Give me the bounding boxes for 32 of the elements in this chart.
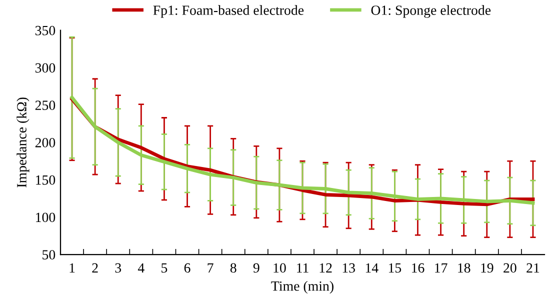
- x-tick-label: 18: [458, 263, 470, 273]
- x-tick-label: 5: [162, 263, 168, 273]
- y-tick-label: 50: [42, 250, 56, 260]
- x-tick-label: 2: [92, 263, 98, 272]
- x-tick-label: 4: [138, 263, 144, 272]
- x-tick-label: 10: [274, 263, 286, 273]
- x-tick-label: 15: [388, 263, 402, 273]
- x-tick-label: 11: [297, 263, 308, 272]
- x-tick-label: 14: [366, 263, 378, 272]
- x-tick-label: 20: [504, 263, 516, 273]
- x-tick-label: 3: [115, 263, 122, 273]
- y-tick-label: 100: [36, 212, 56, 222]
- x-tick-label: 16: [412, 263, 424, 273]
- y-tick-label: 150: [36, 175, 56, 185]
- x-tick-label: 13: [342, 263, 355, 273]
- y-tick-label: 200: [35, 138, 56, 148]
- x-tick-label: 6: [184, 263, 190, 273]
- x-tick-label: 21: [526, 263, 540, 272]
- y-tick-label: 250: [35, 100, 56, 110]
- x-tick-label: 9: [253, 263, 260, 273]
- y-axis-title: Impedance (kΩ): [16, 98, 30, 188]
- x-tick-label: 7: [208, 263, 214, 272]
- y-tick-label: 300: [35, 63, 56, 73]
- x-tick-label: 17: [435, 263, 448, 272]
- x-tick-label: 12: [320, 263, 332, 272]
- x-tick-label: 1: [70, 263, 75, 272]
- x-axis-title: Time (min): [271, 281, 334, 294]
- x-tick-label: 8: [230, 263, 236, 273]
- legend-label: O1: Sponge electrode: [371, 5, 491, 18]
- x-tick-label: 19: [481, 263, 494, 273]
- y-tick-label: 350: [35, 26, 56, 36]
- legend-label: Fp1: Foam-based electrode: [153, 5, 304, 18]
